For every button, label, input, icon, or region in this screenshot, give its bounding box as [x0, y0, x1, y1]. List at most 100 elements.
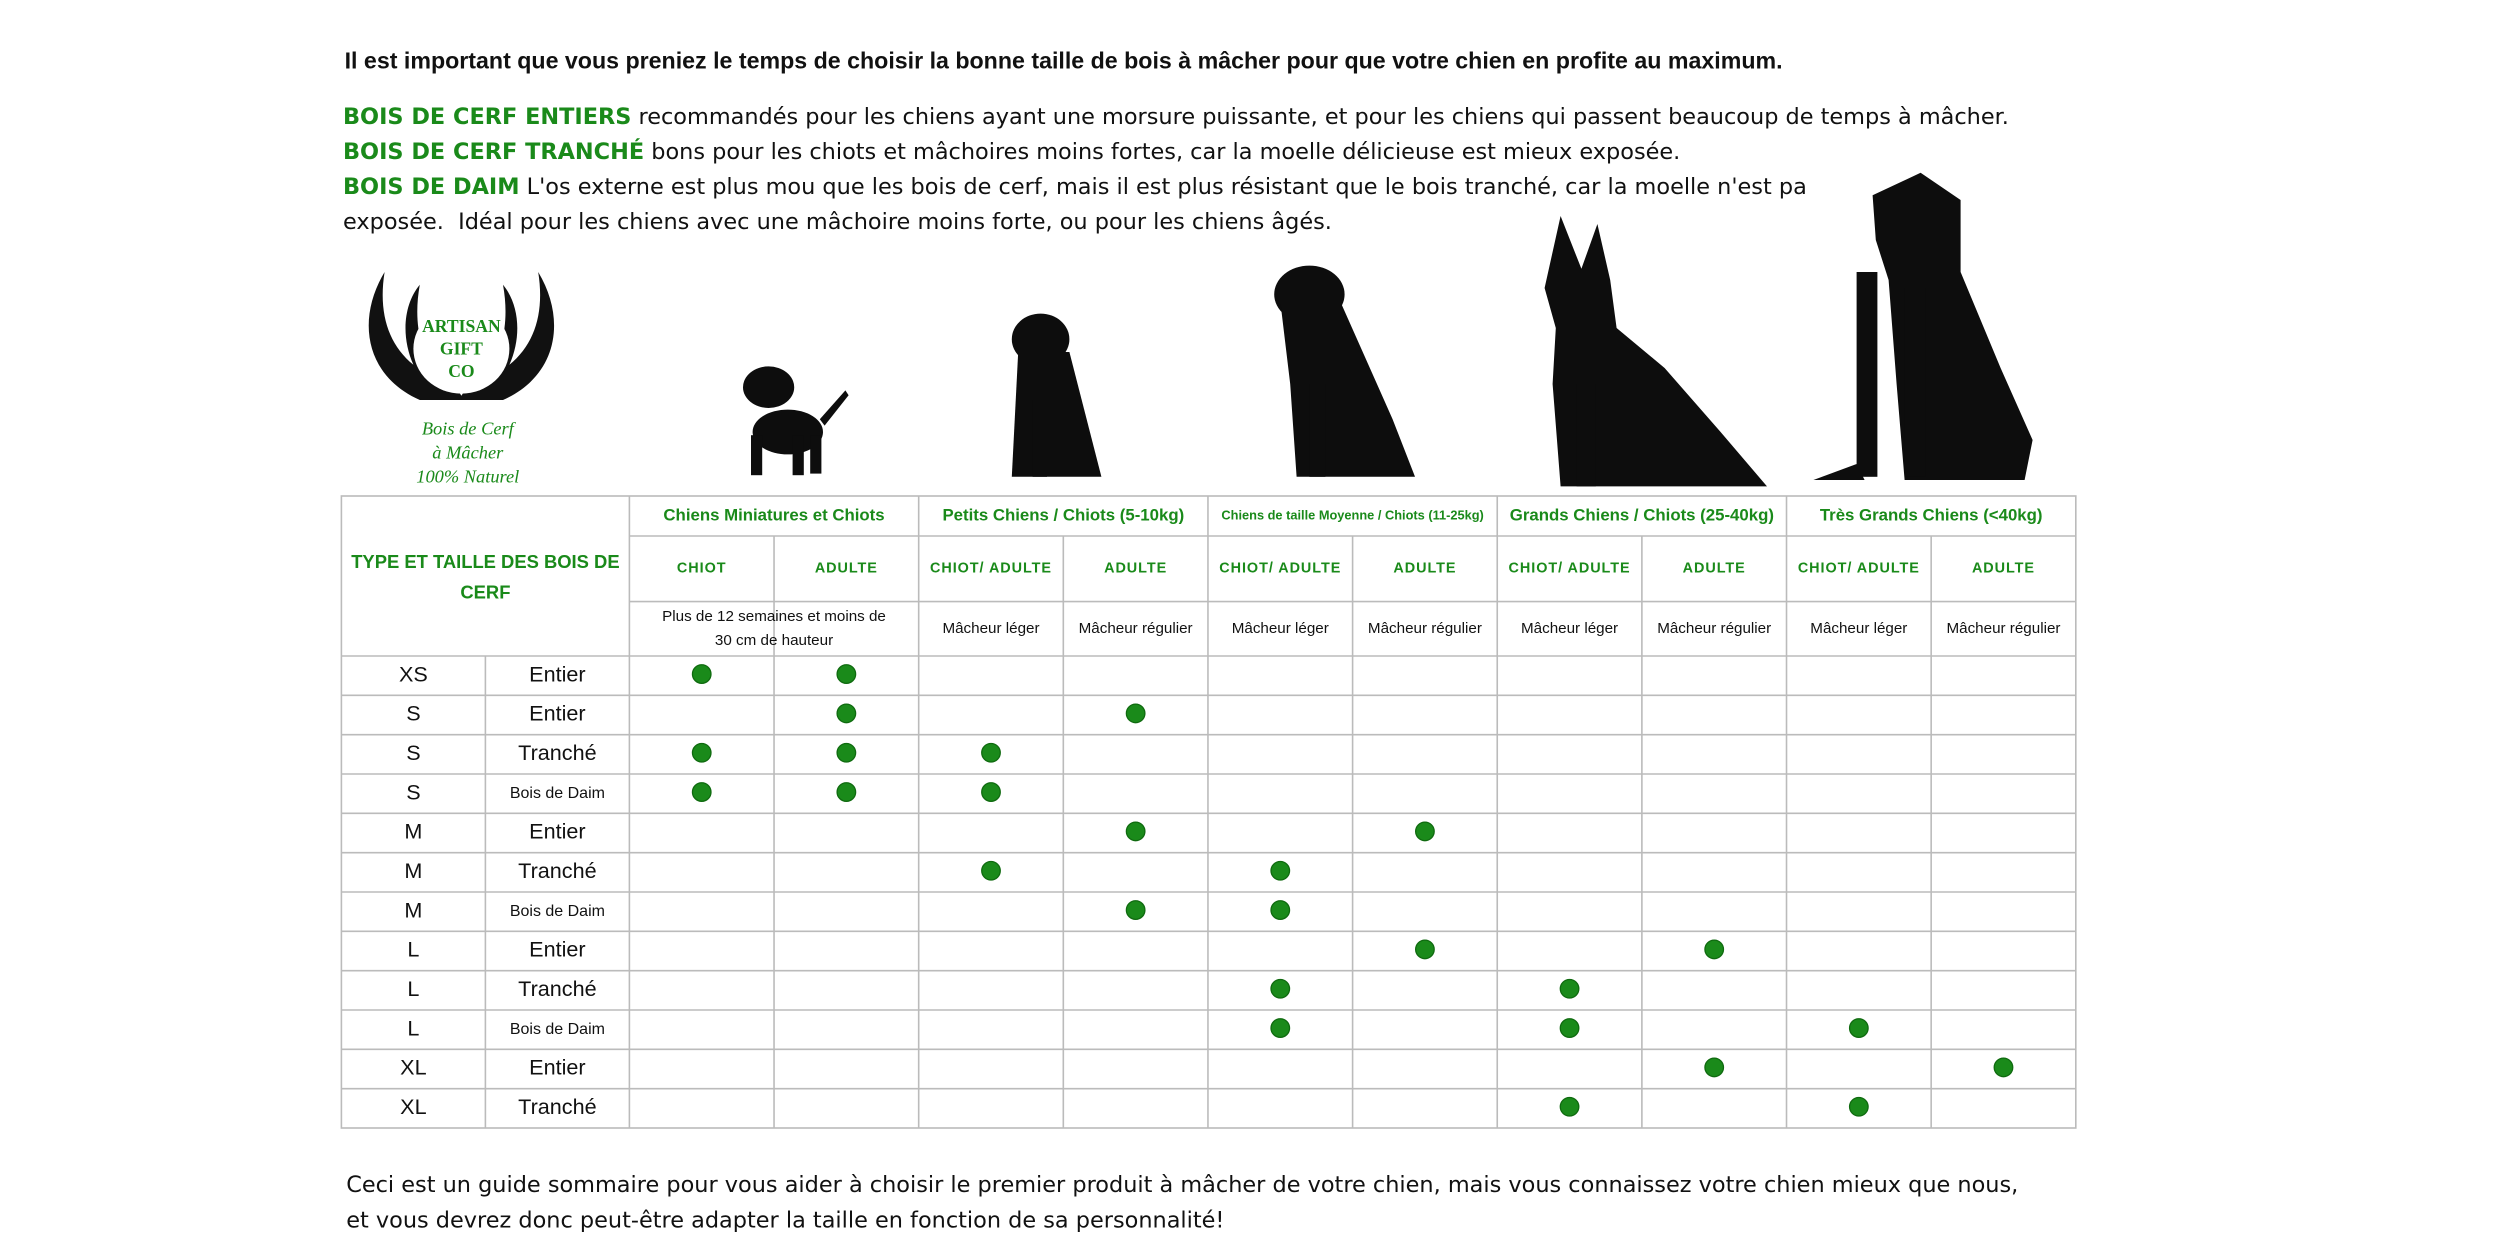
type-cell: Entier [529, 661, 585, 686]
column-note: Mâcheur régulier [1657, 620, 1771, 637]
corner-header: CERF [460, 581, 510, 602]
dog-silhouettes [743, 172, 2033, 487]
check-dot [1270, 978, 1291, 999]
group-header: Très Grands Chiens (<40kg) [1820, 505, 2043, 524]
sub-header: ADULTE [1104, 561, 1167, 577]
type-cell: Entier [529, 819, 585, 844]
check-dot [1270, 900, 1291, 920]
dog-xlarge [1813, 172, 2033, 481]
lead: BOIS DE CERF TRANCHÉ [343, 137, 644, 165]
check-dot [836, 742, 857, 763]
dog-medium [1274, 265, 1415, 477]
column-note: Mâcheur léger [1810, 620, 1907, 637]
column-note: Mâcheur régulier [1079, 620, 1193, 637]
check-dot [1125, 703, 1146, 724]
type-cell: Entier [529, 1055, 585, 1080]
check-dot [691, 742, 712, 763]
check-dot [836, 782, 857, 802]
brand: ARTISAN [422, 316, 501, 336]
check-dot [1125, 821, 1146, 842]
column-note: Mâcheur léger [1232, 620, 1329, 637]
check-dot [1704, 939, 1725, 960]
tagline: Bois de Cerf [422, 419, 517, 439]
lead: BOIS DE DAIM [343, 174, 520, 200]
check-dot [981, 860, 1001, 881]
column-note: Mâcheur léger [1521, 620, 1618, 637]
type-cell: Entier [529, 937, 585, 962]
check-dot [981, 742, 1001, 763]
sub-header: CHIOT/ ADULTE [1219, 561, 1341, 577]
check-dot [1270, 1018, 1291, 1038]
check-dot [1993, 1057, 2014, 1078]
size-cell: M [404, 819, 422, 844]
type-cell: Bois de Daim [510, 903, 605, 920]
group-header: Chiens de taille Moyenne / Chiots (11-25… [1221, 507, 1483, 522]
brand: GIFT [440, 338, 483, 358]
dog-large [1544, 216, 1767, 487]
compatibility-table: TYPE ET TAILLE DES BOIS DE CERF Chiens Min… [340, 495, 2077, 1129]
column-note: Mâcheur léger [942, 620, 1039, 637]
check-dot [691, 664, 712, 684]
type-cell: Bois de Daim [510, 785, 605, 802]
type-cell: Tranché [518, 858, 596, 883]
description: BOIS DE CERF TRANCHÉ bons pour les chiot… [343, 137, 1680, 165]
logo: ARTISAN GIFT CO Bois de Cerf à Mâcher 10… [368, 272, 555, 487]
sub-header: ADULTE [815, 561, 878, 577]
footer-line: et vous devrez donc peut-être adapter la… [346, 1207, 1224, 1233]
type-cell: Bois de Daim [510, 1021, 605, 1038]
sub-header: CHIOT/ ADULTE [1509, 561, 1631, 577]
check-dot [1559, 978, 1580, 999]
check-dot [691, 782, 712, 802]
check-dot [1848, 1096, 1869, 1117]
size-cell: S [406, 779, 420, 804]
size-cell: L [407, 976, 419, 1001]
desc-text: exposée. Idéal pour les chiens avec une … [343, 209, 1332, 235]
sub-header: ADULTE [1393, 561, 1456, 577]
check-dot [1270, 860, 1291, 881]
size-cell: M [404, 897, 422, 922]
type-cell: Tranché [518, 740, 596, 765]
group-header: Grands Chiens / Chiots (25-40kg) [1510, 505, 1774, 524]
group-header: Petits Chiens / Chiots (5-10kg) [942, 505, 1184, 524]
check-dot [836, 664, 857, 684]
group-header: Chiens Miniatures et Chiots [663, 505, 884, 524]
check-dot [1848, 1018, 1869, 1038]
corner-header: TYPE ET TAILLE DES BOIS DE [351, 551, 619, 572]
check-dot [1415, 821, 1435, 842]
intro: Il est important que vous preniez le tem… [345, 48, 1783, 74]
type-cell: Tranché [518, 1094, 596, 1119]
size-cell: XL [400, 1055, 426, 1080]
brand: CO [448, 361, 474, 381]
lead: BOIS DE CERF ENTIERS [343, 103, 631, 129]
dog-small [1011, 313, 1102, 477]
sub-header: CHIOT/ ADULTE [930, 561, 1052, 577]
size-cell: XL [400, 1094, 426, 1119]
description: BOIS DE DAIM L'os externe est plus mou q… [343, 174, 1807, 200]
check-dot [981, 782, 1001, 802]
desc-text: bons pour les chiots et mâchoires moins … [651, 139, 1680, 165]
check-dot [836, 703, 857, 724]
column-note: 30 cm de hauteur [715, 632, 833, 649]
column-note: Mâcheur régulier [1946, 620, 2060, 637]
type-cell: Entier [529, 701, 585, 726]
size-cell: M [404, 858, 422, 883]
sub-header: CHIOT [677, 561, 727, 577]
size-cell: XS [399, 661, 428, 686]
check-dot [1125, 900, 1146, 920]
desc-text: recommandés pour les chiens ayant une mo… [639, 103, 2009, 129]
column-note: Mâcheur régulier [1368, 620, 1482, 637]
size-cell: L [407, 1015, 419, 1040]
desc-text: L'os externe est plus mou que les bois d… [527, 174, 1807, 200]
size-cell: S [406, 740, 420, 765]
tagline: 100% Naturel [416, 467, 519, 487]
type-cell: Tranché [518, 976, 596, 1001]
description: BOIS DE CERF ENTIERS recommandés pour le… [343, 103, 2009, 129]
dog-mini [743, 366, 849, 476]
check-dot [1559, 1096, 1580, 1117]
sub-header: ADULTE [1972, 561, 2035, 577]
footer-line: Ceci est un guide sommaire pour vous aid… [346, 1172, 2018, 1198]
size-cell: S [406, 701, 420, 726]
size-cell: L [407, 937, 419, 962]
